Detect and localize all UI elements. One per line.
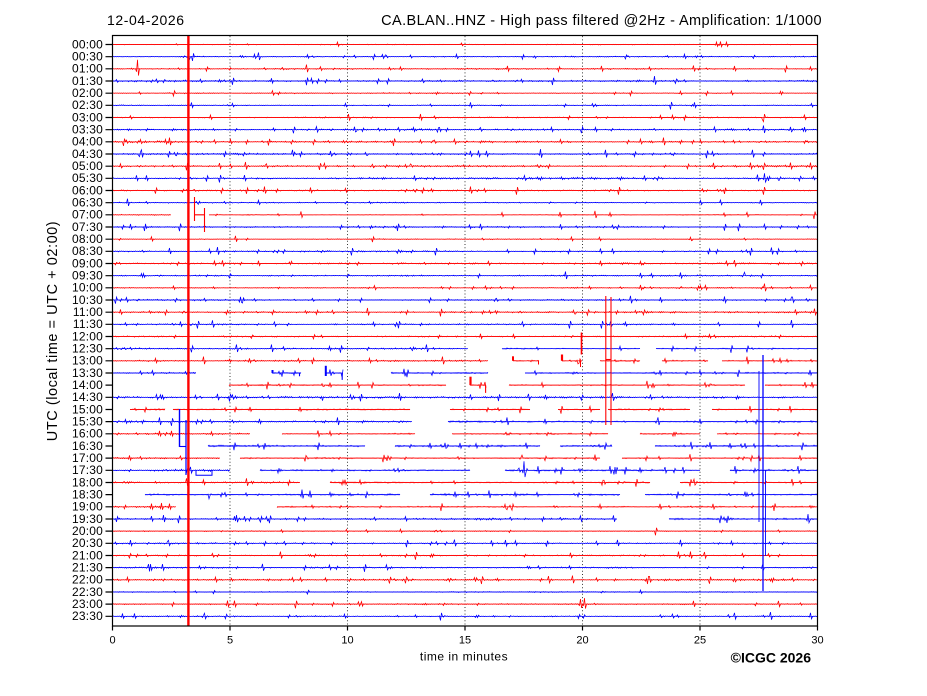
svg-text:20:00: 20:00 [72,524,103,538]
svg-text:02:30: 02:30 [72,98,103,112]
svg-text:10: 10 [341,635,353,647]
svg-text:18:00: 18:00 [72,475,103,489]
svg-text:17:00: 17:00 [72,451,103,465]
svg-text:CA.BLAN..HNZ - High pass filte: CA.BLAN..HNZ - High pass filtered @2Hz -… [381,13,822,29]
svg-text:21:30: 21:30 [72,560,103,574]
svg-text:03:30: 03:30 [72,123,103,137]
svg-text:09:30: 09:30 [72,269,103,283]
svg-text:08:00: 08:00 [72,232,103,246]
svg-text:16:30: 16:30 [72,439,103,453]
svg-text:17:30: 17:30 [72,463,103,477]
svg-text:10:00: 10:00 [72,281,103,295]
svg-text:08:30: 08:30 [72,244,103,258]
svg-text:04:30: 04:30 [72,147,103,161]
svg-text:06:00: 06:00 [72,183,103,197]
svg-text:19:00: 19:00 [72,500,103,514]
svg-text:UTC (local time = UTC + 02:00): UTC (local time = UTC + 02:00) [45,221,61,441]
svg-text:09:00: 09:00 [72,256,103,270]
svg-text:©ICGC 2026: ©ICGC 2026 [731,650,812,666]
svg-text:25: 25 [694,635,706,647]
svg-text:12:00: 12:00 [72,329,103,343]
svg-text:11:30: 11:30 [73,317,103,331]
svg-text:05:30: 05:30 [72,171,103,185]
svg-text:05:00: 05:00 [72,159,103,173]
svg-text:01:00: 01:00 [72,62,103,76]
svg-text:07:00: 07:00 [72,208,103,222]
svg-text:12-04-2026: 12-04-2026 [107,12,185,28]
svg-text:23:30: 23:30 [72,609,103,623]
svg-text:23:00: 23:00 [72,597,103,611]
svg-text:14:30: 14:30 [72,390,103,404]
svg-text:15:30: 15:30 [72,414,103,428]
svg-text:04:00: 04:00 [72,135,103,149]
svg-text:00:30: 00:30 [72,50,103,64]
svg-text:5: 5 [227,635,233,647]
svg-text:13:00: 13:00 [72,354,103,368]
svg-text:20: 20 [576,635,588,647]
svg-text:0: 0 [109,635,115,647]
svg-text:11:00: 11:00 [73,305,103,319]
svg-text:30: 30 [811,635,823,647]
svg-text:15: 15 [459,635,471,647]
svg-text:22:00: 22:00 [72,573,103,587]
svg-text:19:30: 19:30 [72,512,103,526]
svg-text:06:30: 06:30 [72,196,103,210]
svg-text:15:00: 15:00 [72,402,103,416]
svg-text:00:00: 00:00 [72,37,103,51]
svg-text:07:30: 07:30 [72,220,103,234]
svg-text:02:00: 02:00 [72,86,103,100]
svg-text:14:00: 14:00 [72,378,103,392]
svg-text:13:30: 13:30 [72,366,103,380]
svg-text:03:00: 03:00 [72,110,103,124]
svg-text:12:30: 12:30 [72,342,103,356]
svg-text:time in minutes: time in minutes [420,650,508,664]
svg-text:21:00: 21:00 [72,548,103,562]
svg-text:16:00: 16:00 [72,427,103,441]
svg-text:22:30: 22:30 [72,585,103,599]
svg-text:20:30: 20:30 [72,536,103,550]
svg-text:01:30: 01:30 [72,74,103,88]
svg-text:18:30: 18:30 [72,487,103,501]
svg-text:10:30: 10:30 [72,293,103,307]
